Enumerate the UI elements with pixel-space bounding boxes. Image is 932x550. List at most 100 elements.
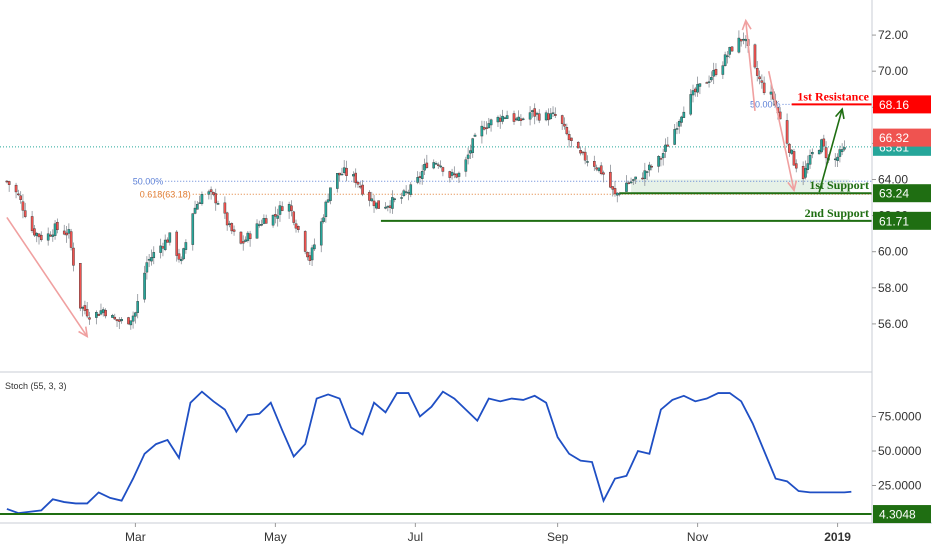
candle-body xyxy=(113,316,117,320)
candle xyxy=(682,106,686,118)
candle xyxy=(306,251,309,261)
candle-body xyxy=(324,201,328,218)
candle-body xyxy=(264,218,268,224)
candle-body xyxy=(30,216,34,232)
candle-body xyxy=(712,70,715,77)
candle xyxy=(521,117,525,121)
candle xyxy=(324,200,328,223)
candle xyxy=(822,134,826,151)
trend-arrow xyxy=(741,18,756,111)
candle xyxy=(214,188,218,211)
candle-body xyxy=(354,172,357,183)
candle xyxy=(648,161,651,177)
candle-body xyxy=(469,150,472,154)
candle xyxy=(576,141,580,149)
candle-body xyxy=(377,200,380,209)
candle xyxy=(377,200,380,209)
candle xyxy=(356,181,360,188)
candle xyxy=(248,230,252,247)
candle-body xyxy=(689,94,693,115)
candle-body xyxy=(147,258,151,261)
candle xyxy=(599,162,603,176)
candle-body xyxy=(570,137,573,141)
candle-body xyxy=(297,226,300,230)
candle xyxy=(677,119,681,134)
candle xyxy=(533,103,536,125)
candle-body xyxy=(760,80,764,83)
candle-body xyxy=(769,91,773,95)
candle-body xyxy=(726,55,729,58)
candle-body xyxy=(198,202,201,204)
candle-body xyxy=(482,127,486,130)
candle-body xyxy=(517,116,520,121)
candle-body xyxy=(21,201,25,211)
candle-body xyxy=(329,187,332,201)
first-support-tag: 63.24 xyxy=(873,184,931,203)
candle-body xyxy=(485,127,488,129)
candle-body xyxy=(404,191,408,193)
candle-body xyxy=(232,229,236,232)
candle-body xyxy=(714,68,718,76)
candle-body xyxy=(212,192,215,195)
candle-body xyxy=(723,54,727,67)
candle xyxy=(425,154,429,169)
candle xyxy=(753,43,757,70)
candle-body xyxy=(308,255,312,261)
candle-body xyxy=(17,193,20,196)
trend-arrow xyxy=(6,216,89,339)
candle-body xyxy=(549,113,553,120)
candle-body xyxy=(694,88,697,93)
candle xyxy=(17,189,20,197)
candle-body xyxy=(391,197,394,209)
candle xyxy=(528,106,532,126)
candle xyxy=(457,171,461,184)
time-tick-label: Jul xyxy=(408,530,423,544)
candle-body xyxy=(698,83,702,87)
candle-body xyxy=(65,232,68,236)
candle xyxy=(707,75,711,88)
candle xyxy=(824,141,828,166)
candle-body xyxy=(666,144,670,147)
candle-body xyxy=(101,309,105,313)
candle xyxy=(806,155,810,174)
candle xyxy=(785,113,789,146)
candle-body xyxy=(258,224,261,226)
price-tick-label: 64.00 xyxy=(878,172,908,186)
current-price-tag-text: 66.32 xyxy=(879,131,909,145)
candle xyxy=(200,191,204,206)
stoch-tick-label: 75.0000 xyxy=(878,410,922,424)
second-support-tag: 61.71 xyxy=(873,211,931,230)
candle xyxy=(666,136,670,147)
candle-body xyxy=(290,205,293,211)
candle-body xyxy=(505,115,509,119)
current-price-tag: 66.32 xyxy=(873,128,931,147)
candle xyxy=(480,120,484,144)
candle-body xyxy=(567,134,571,141)
candle-body xyxy=(336,173,339,189)
candle-body xyxy=(214,193,218,204)
candle xyxy=(46,227,50,246)
candle-body xyxy=(519,118,523,121)
stochastic-panel xyxy=(0,390,872,516)
candle xyxy=(710,71,713,83)
candle-body xyxy=(14,184,18,193)
candle-body xyxy=(129,320,133,326)
candle-body xyxy=(778,111,782,120)
candle xyxy=(691,84,695,103)
candle xyxy=(274,206,277,224)
candle xyxy=(489,118,493,132)
candle-body xyxy=(758,76,761,80)
candle xyxy=(432,159,436,170)
candle-body xyxy=(833,158,837,161)
candle-body xyxy=(393,198,396,200)
candle-body xyxy=(400,197,403,199)
candle xyxy=(661,148,665,166)
candle xyxy=(370,191,374,202)
candle xyxy=(69,228,73,251)
candle-body xyxy=(822,138,826,147)
candle xyxy=(336,173,339,193)
candle-body xyxy=(228,223,231,225)
stoch-line xyxy=(6,390,852,515)
candle-body xyxy=(742,38,745,41)
